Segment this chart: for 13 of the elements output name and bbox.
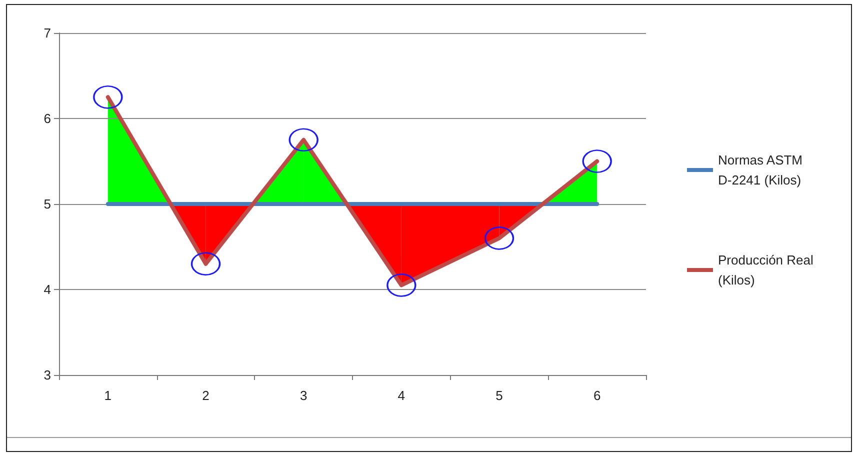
x-tick-label: 4: [398, 388, 406, 403]
x-tick-label: 6: [593, 388, 601, 403]
y-tick-label: 3: [44, 368, 51, 382]
y-tick-label: 4: [44, 282, 51, 297]
x-tick-label: 5: [496, 388, 503, 403]
x-tick-label: 1: [104, 388, 112, 403]
y-tick-label: 5: [44, 196, 51, 212]
x-tick-label: 3: [300, 388, 308, 403]
legend-label: Producción Real (Kilos): [718, 252, 817, 288]
x-tick-label: 2: [202, 388, 210, 403]
y-tick-label: 6: [44, 111, 51, 126]
y-tick-label: 7: [44, 26, 51, 40]
legend-label: Normas ASTM D-2241 (Kilos): [718, 152, 806, 188]
